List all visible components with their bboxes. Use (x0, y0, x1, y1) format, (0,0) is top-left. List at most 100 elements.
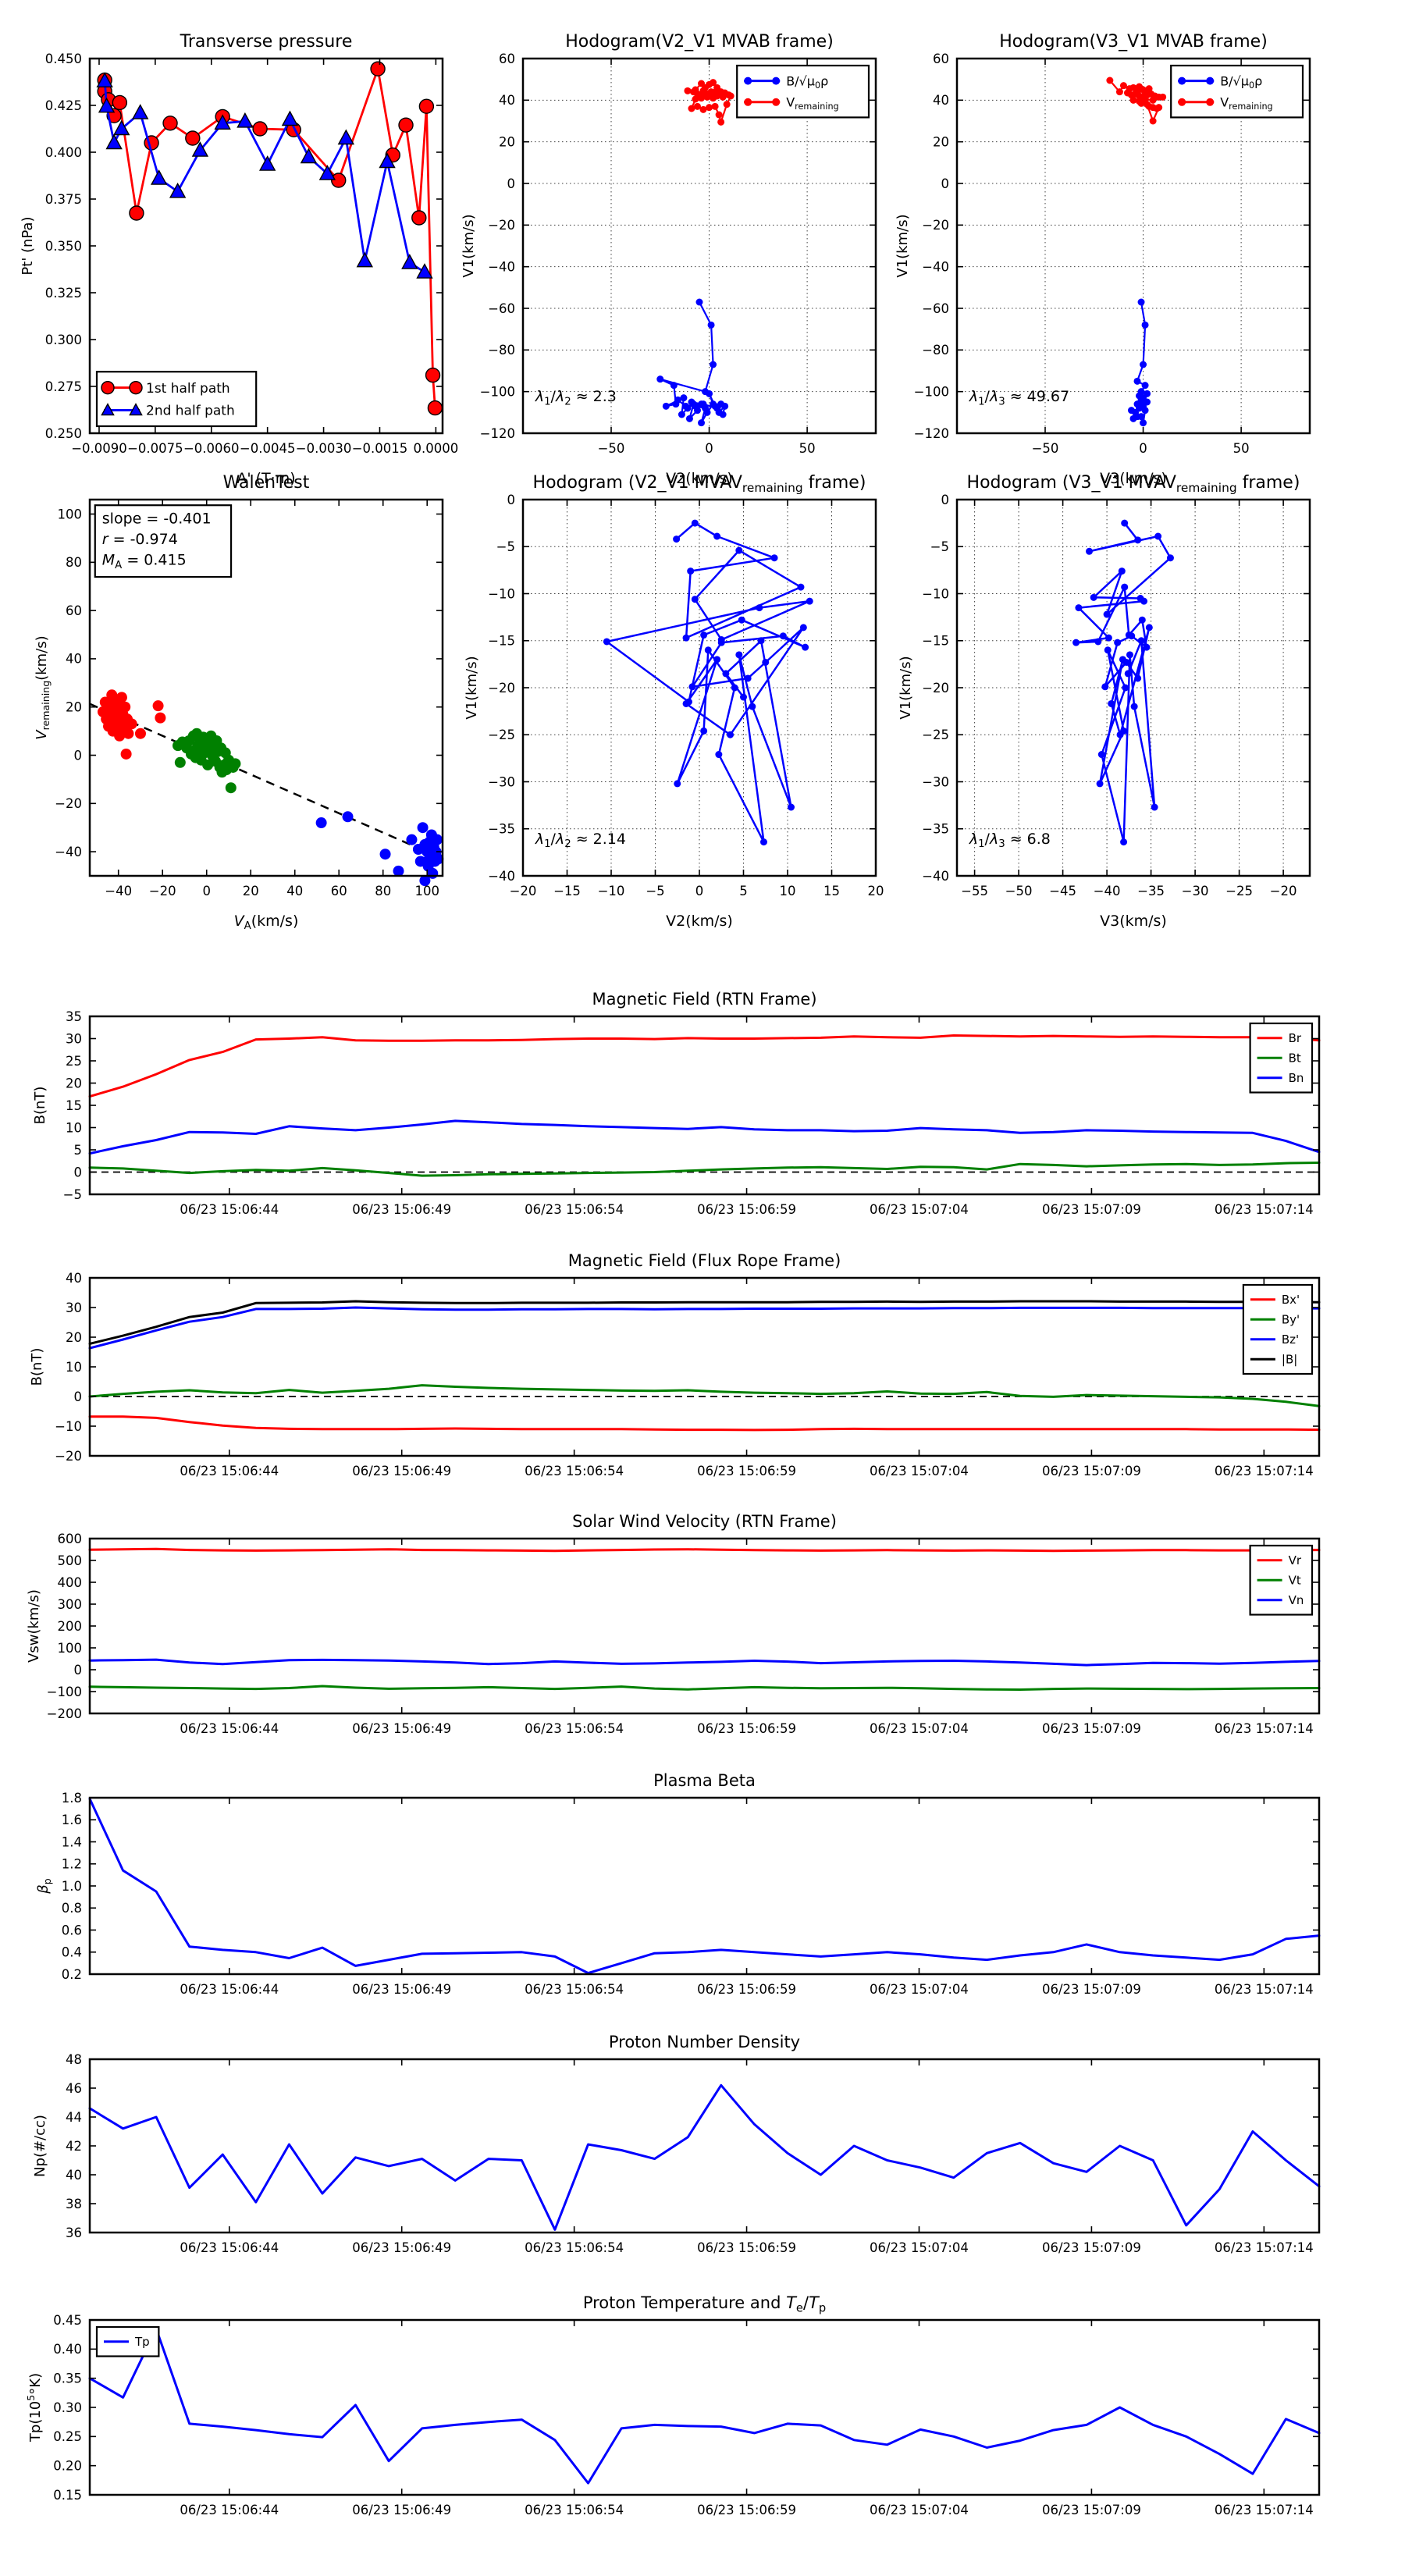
svg-text:−20: −20 (55, 1449, 82, 1464)
svg-text:slope = -0.401: slope = -0.401 (102, 510, 212, 527)
svg-text:50: 50 (1233, 441, 1250, 456)
svg-text:−35: −35 (488, 822, 515, 837)
svg-text:06/23 15:06:54: 06/23 15:06:54 (525, 1202, 624, 1217)
svg-text:06/23 15:06:59: 06/23 15:06:59 (697, 1721, 796, 1736)
svg-text:0: 0 (507, 493, 516, 507)
svg-text:0.350: 0.350 (45, 239, 82, 254)
svg-text:40: 40 (66, 1271, 82, 1286)
svg-text:λ1/λ3 ≈ 49.67: λ1/λ3 ≈ 49.67 (969, 388, 1069, 407)
svg-text:−50: −50 (598, 441, 625, 456)
svg-text:−80: −80 (922, 343, 949, 358)
svg-text:1.2: 1.2 (62, 1857, 82, 1872)
svg-text:06/23 15:06:49: 06/23 15:06:49 (352, 1721, 451, 1736)
svg-text:−25: −25 (922, 728, 949, 742)
svg-text:0.300: 0.300 (45, 333, 82, 347)
svg-text:44: 44 (66, 2110, 82, 2125)
svg-text:06/23 15:07:04: 06/23 15:07:04 (870, 2240, 969, 2255)
svg-text:06/23 15:07:09: 06/23 15:07:09 (1042, 1721, 1141, 1736)
svg-text:06/23 15:07:14: 06/23 15:07:14 (1215, 2240, 1314, 2255)
svg-text:Np(#/cc): Np(#/cc) (32, 2115, 48, 2177)
svg-text:06/23 15:06:54: 06/23 15:06:54 (525, 1464, 624, 1478)
svg-text:300: 300 (58, 1597, 83, 1612)
svg-text:Br: Br (1289, 1031, 1302, 1045)
svg-text:−30: −30 (922, 774, 949, 789)
svg-text:100: 100 (58, 1641, 83, 1656)
svg-text:80: 80 (66, 555, 82, 570)
svg-text:Hodogram(V2_V1 MVAB frame): Hodogram(V2_V1 MVAB frame) (565, 32, 834, 52)
svg-text:36: 36 (66, 2226, 82, 2240)
svg-text:0.425: 0.425 (45, 98, 82, 113)
svg-text:06/23 15:07:04: 06/23 15:07:04 (870, 2503, 969, 2517)
svg-text:06/23 15:06:54: 06/23 15:06:54 (525, 2240, 624, 2255)
svg-text:Vremaining: Vremaining (786, 95, 838, 112)
svg-text:V1(km/s): V1(km/s) (461, 214, 477, 277)
svg-text:0.20: 0.20 (53, 2458, 82, 2473)
svg-text:−40: −40 (55, 845, 82, 859)
svg-text:20: 20 (66, 1076, 82, 1091)
svg-text:30: 30 (66, 1300, 82, 1315)
svg-text:600: 600 (58, 1532, 83, 1546)
svg-text:0: 0 (705, 441, 713, 456)
svg-text:06/23 15:06:54: 06/23 15:06:54 (525, 2503, 624, 2517)
svg-text:06/23 15:07:09: 06/23 15:07:09 (1042, 1202, 1141, 1217)
svg-text:1.0: 1.0 (62, 1879, 82, 1894)
svg-text:B(nT): B(nT) (29, 1348, 45, 1386)
svg-text:0.450: 0.450 (45, 52, 82, 66)
svg-text:06/23 15:07:04: 06/23 15:07:04 (870, 1202, 969, 1217)
svg-text:−20: −20 (488, 218, 515, 233)
svg-text:0.30: 0.30 (53, 2400, 82, 2415)
svg-text:Pt' (nPa): Pt' (nPa) (20, 216, 36, 275)
svg-text:06/23 15:07:04: 06/23 15:07:04 (870, 1464, 969, 1478)
svg-text:06/23 15:07:14: 06/23 15:07:14 (1215, 1721, 1314, 1736)
svg-text:0: 0 (941, 176, 950, 191)
chart-plasma-beta: 06/23 15:06:44 06/23 15:06:49 06/23 15:06:… (35, 1771, 1321, 1997)
svg-text:−20: −20 (510, 884, 537, 898)
svg-text:06/23 15:06:49: 06/23 15:06:49 (352, 1982, 451, 1997)
svg-text:−10: −10 (55, 1419, 82, 1434)
svg-text:1.4: 1.4 (62, 1834, 82, 1849)
svg-text:−10: −10 (488, 586, 515, 601)
svg-text:0: 0 (695, 884, 704, 898)
svg-text:38: 38 (66, 2197, 82, 2211)
svg-text:20: 20 (243, 884, 259, 898)
svg-text:−25: −25 (1225, 884, 1253, 898)
svg-text:20: 20 (933, 134, 949, 149)
svg-text:06/23 15:07:14: 06/23 15:07:14 (1215, 2503, 1314, 2517)
svg-text:A' (T·m): A' (T·m) (237, 470, 295, 487)
svg-text:06/23 15:06:49: 06/23 15:06:49 (352, 1202, 451, 1217)
svg-text:200: 200 (58, 1619, 83, 1634)
svg-text:−120: −120 (914, 426, 949, 441)
svg-text:0: 0 (74, 1663, 83, 1678)
svg-text:0: 0 (74, 1165, 83, 1179)
svg-text:Plasma Beta: Plasma Beta (653, 1771, 756, 1790)
svg-text:0.4: 0.4 (62, 1945, 82, 1960)
chart-magnetic-field-flux-rope: 06/23 15:06:44 06/23 15:06:49 06/23 15:06:… (29, 1251, 1321, 1478)
svg-text:Vsw(km/s): Vsw(km/s) (26, 1589, 42, 1663)
svg-text:10: 10 (66, 1120, 82, 1135)
svg-text:Proton Temperature and Te/Tp: Proton Temperature and Te/Tp (583, 2293, 826, 2315)
svg-text:0.6: 0.6 (62, 1923, 82, 1937)
svg-text:Hodogram(V3_V1 MVAB frame): Hodogram(V3_V1 MVAB frame) (999, 32, 1268, 52)
svg-text:MA = 0.415: MA = 0.415 (102, 552, 187, 571)
svg-text:−35: −35 (922, 822, 949, 837)
svg-text:−100: −100 (47, 1685, 82, 1699)
svg-text:−0.0030: −0.0030 (296, 441, 352, 456)
svg-text:06/23 15:07:04: 06/23 15:07:04 (870, 1721, 969, 1736)
svg-text:λ1/λ2 ≈ 2.14: λ1/λ2 ≈ 2.14 (535, 831, 626, 850)
chart-solar-wind-velocity: 06/23 15:06:44 06/23 15:06:49 06/23 15:06:… (26, 1512, 1321, 1736)
svg-text:−20: −20 (1270, 884, 1297, 898)
svg-text:−20: −20 (488, 681, 515, 696)
svg-text:−15: −15 (553, 884, 581, 898)
svg-text:40: 40 (499, 93, 515, 108)
svg-text:06/23 15:06:44: 06/23 15:06:44 (180, 1464, 279, 1478)
svg-text:−40: −40 (922, 259, 949, 274)
svg-text:−60: −60 (488, 301, 515, 316)
svg-text:15: 15 (823, 884, 840, 898)
svg-text:V1(km/s): V1(km/s) (895, 214, 911, 277)
svg-text:2nd half path: 2nd half path (146, 404, 235, 419)
svg-text:46: 46 (66, 2081, 82, 2096)
svg-text:r = -0.974: r = -0.974 (102, 531, 178, 548)
svg-text:5: 5 (739, 884, 748, 898)
svg-text:−0.0090: −0.0090 (71, 441, 127, 456)
